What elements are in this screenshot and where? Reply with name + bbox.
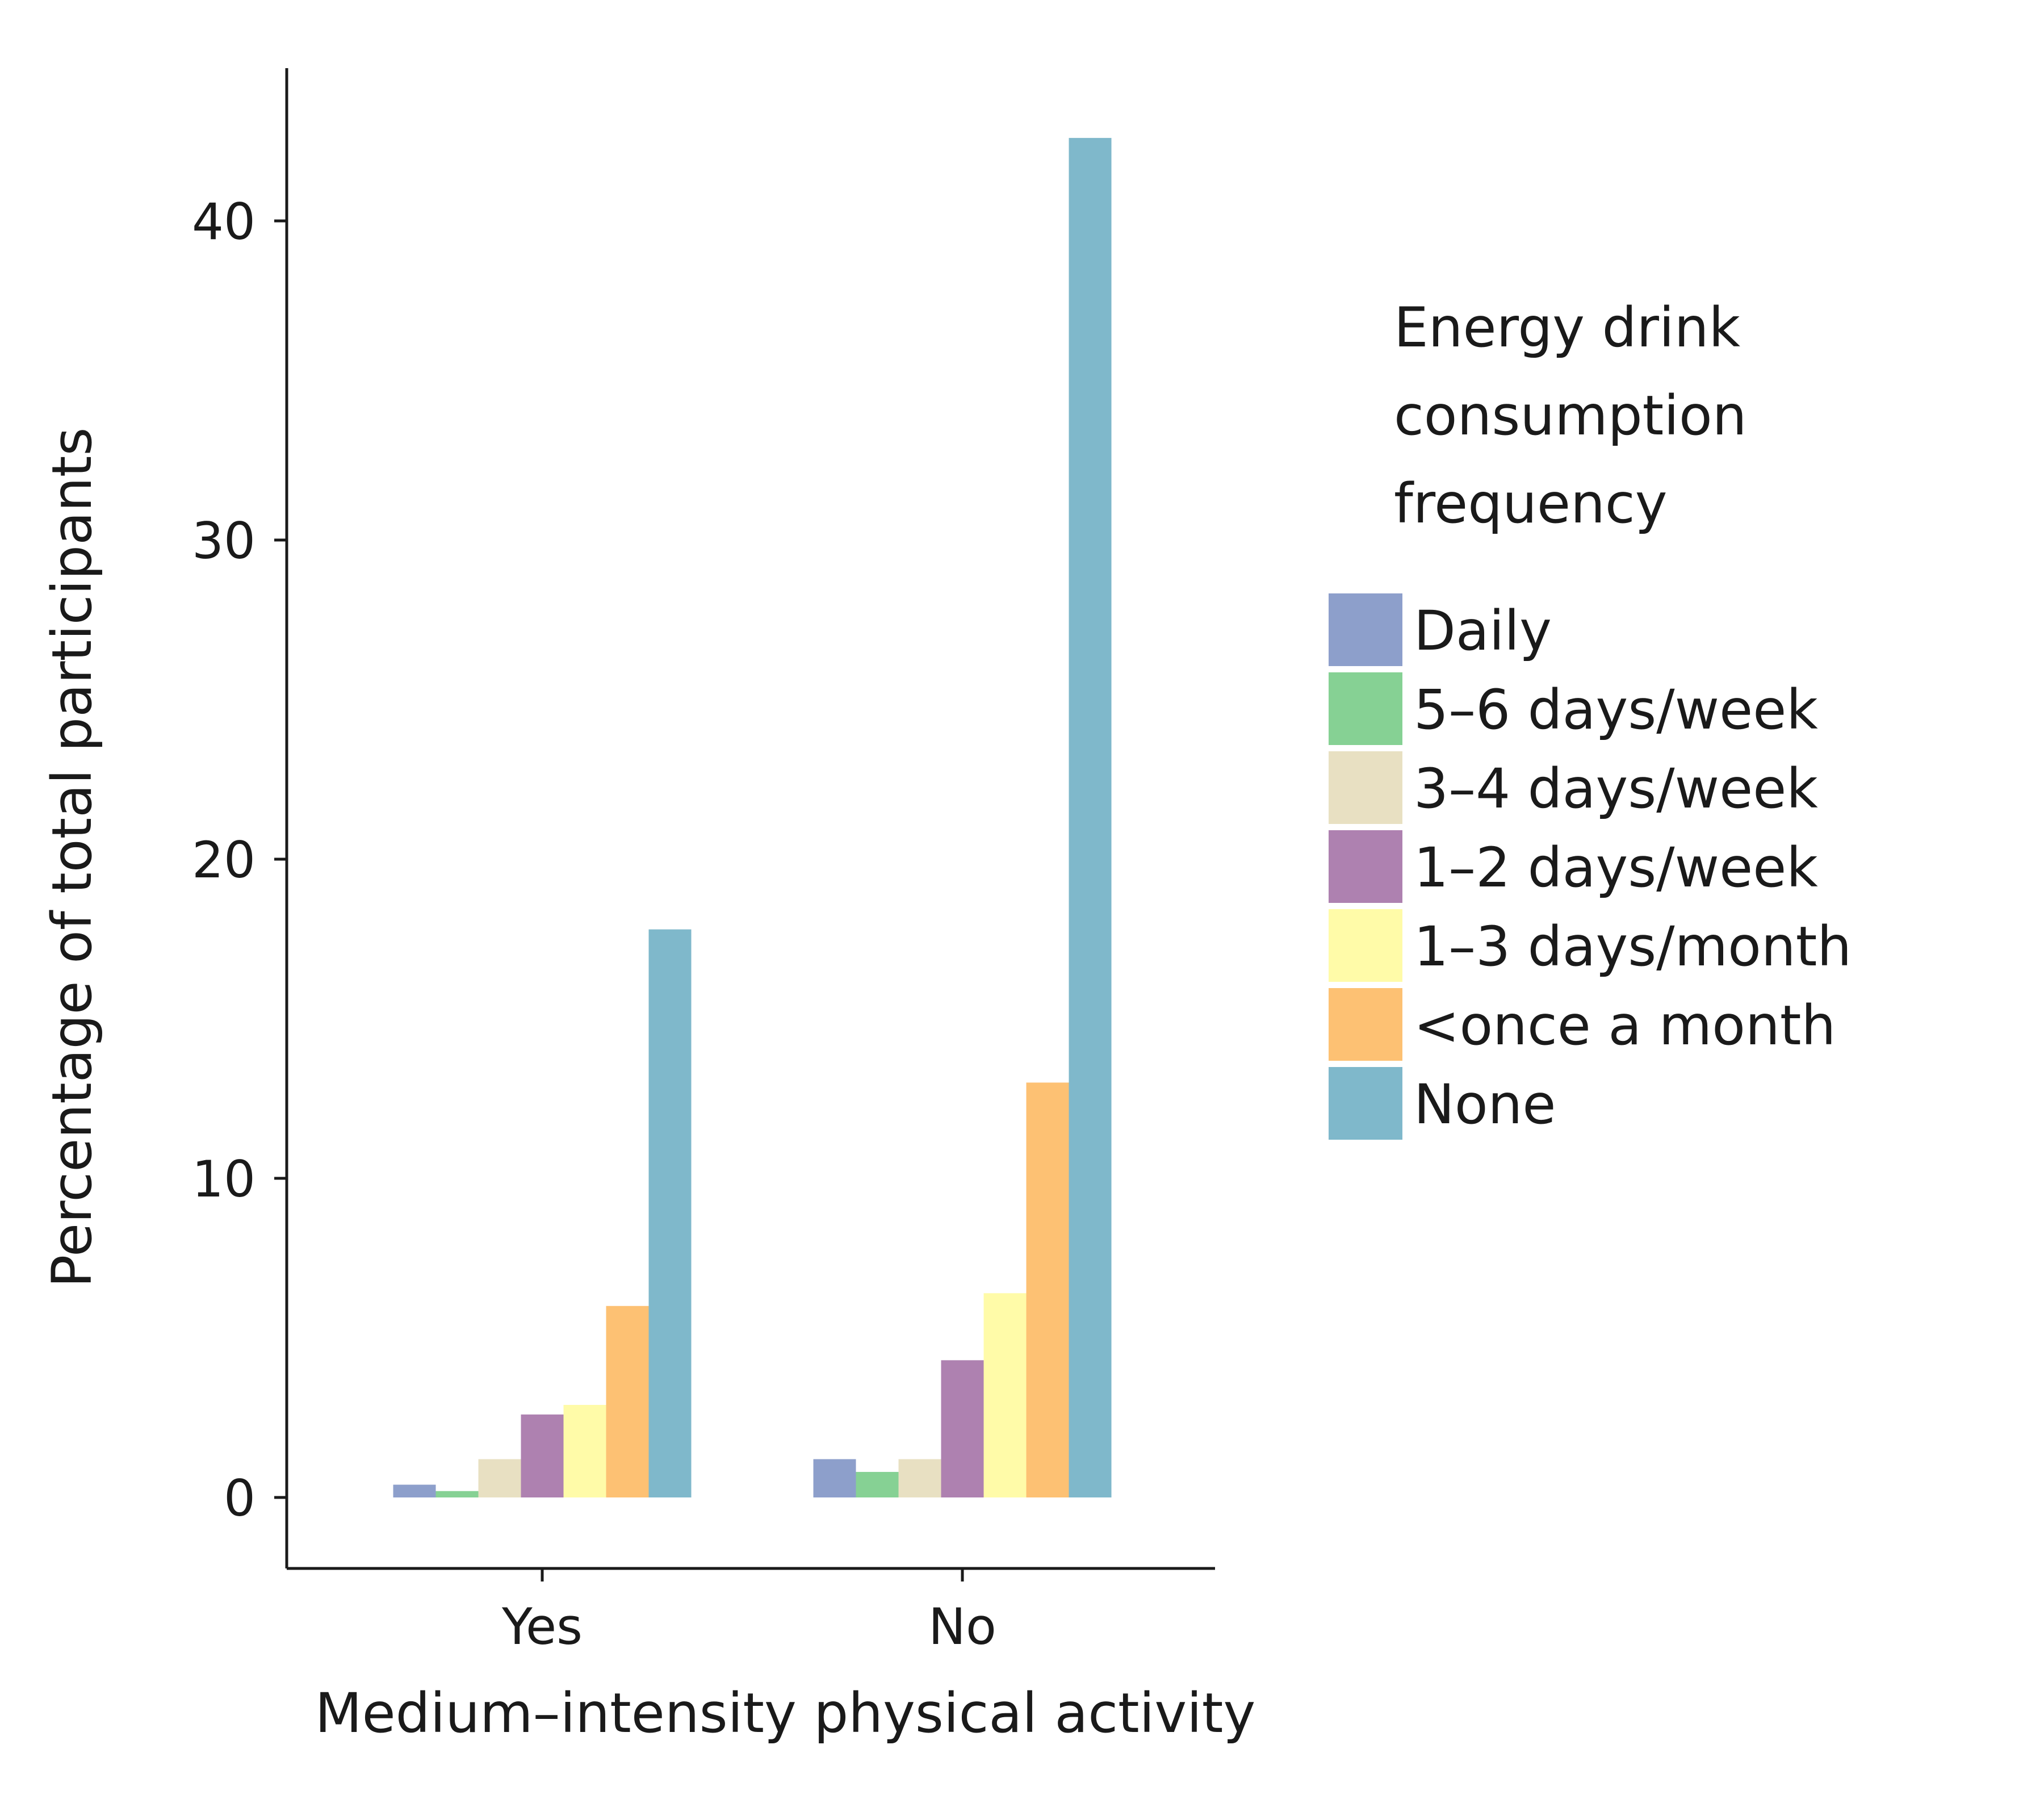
bar-yes-4 (563, 1405, 606, 1497)
legend-title: Energy drink consumption frequency (1394, 296, 1747, 535)
y-axis-title: Percentage of total participants (40, 428, 104, 1288)
bar-no-5 (1026, 1082, 1069, 1497)
legend-key-5 (1329, 988, 1402, 1061)
y-tick-label: 10 (192, 1150, 256, 1208)
legend-title-line: Energy drink (1394, 296, 1741, 359)
legend-label: 1–3 days/month (1414, 915, 1852, 978)
bar-no-1 (856, 1472, 899, 1497)
bar-yes-5 (606, 1306, 649, 1497)
x-tick-label: No (928, 1597, 996, 1656)
legend-label: Daily (1414, 599, 1552, 663)
bar-yes-3 (521, 1414, 564, 1497)
y-tick-label: 0 (224, 1469, 256, 1528)
x-tick-label: Yes (501, 1597, 583, 1656)
y-tick-label: 30 (192, 512, 256, 570)
legend-key-6 (1329, 1067, 1402, 1140)
bar-no-3 (941, 1360, 984, 1497)
legend-title-line: frequency (1394, 472, 1668, 535)
legend-label: 3–4 days/week (1414, 757, 1818, 821)
y-tick-label: 40 (192, 193, 256, 251)
legend-key-2 (1329, 751, 1402, 824)
legend: Energy drink consumption frequency Daily… (1329, 296, 1852, 1140)
x-axis-ticks: Yes No (501, 1568, 996, 1656)
bar-yes-2 (478, 1459, 521, 1497)
bar-yes-0 (393, 1484, 436, 1497)
bar-no-0 (813, 1459, 856, 1497)
legend-key-0 (1329, 593, 1402, 666)
legend-key-1 (1329, 672, 1402, 745)
y-axis-ticks: 0 10 20 30 40 (192, 193, 287, 1528)
legend-label: None (1414, 1073, 1556, 1136)
plot-area: 0 10 20 30 40 Yes No (192, 68, 1215, 1656)
legend-label: <once a month (1414, 994, 1836, 1057)
legend-items: Daily 5–6 days/week 3–4 days/week 1–2 days/… (1329, 593, 1852, 1140)
y-tick-label: 20 (192, 831, 256, 889)
bar-series (393, 137, 1112, 1498)
bar-no-2 (898, 1459, 941, 1497)
bar-yes-6 (648, 929, 692, 1497)
legend-label: 1–2 days/week (1414, 836, 1818, 899)
legend-key-4 (1329, 909, 1402, 982)
x-axis-title: Medium–intensity physical activity (315, 1681, 1256, 1745)
legend-label: 5–6 days/week (1414, 678, 1818, 742)
bar-no-6 (1069, 137, 1112, 1498)
bar-yes-1 (435, 1491, 479, 1497)
legend-title-line: consumption (1394, 384, 1747, 447)
legend-key-3 (1329, 830, 1402, 903)
bar-no-4 (983, 1293, 1027, 1497)
